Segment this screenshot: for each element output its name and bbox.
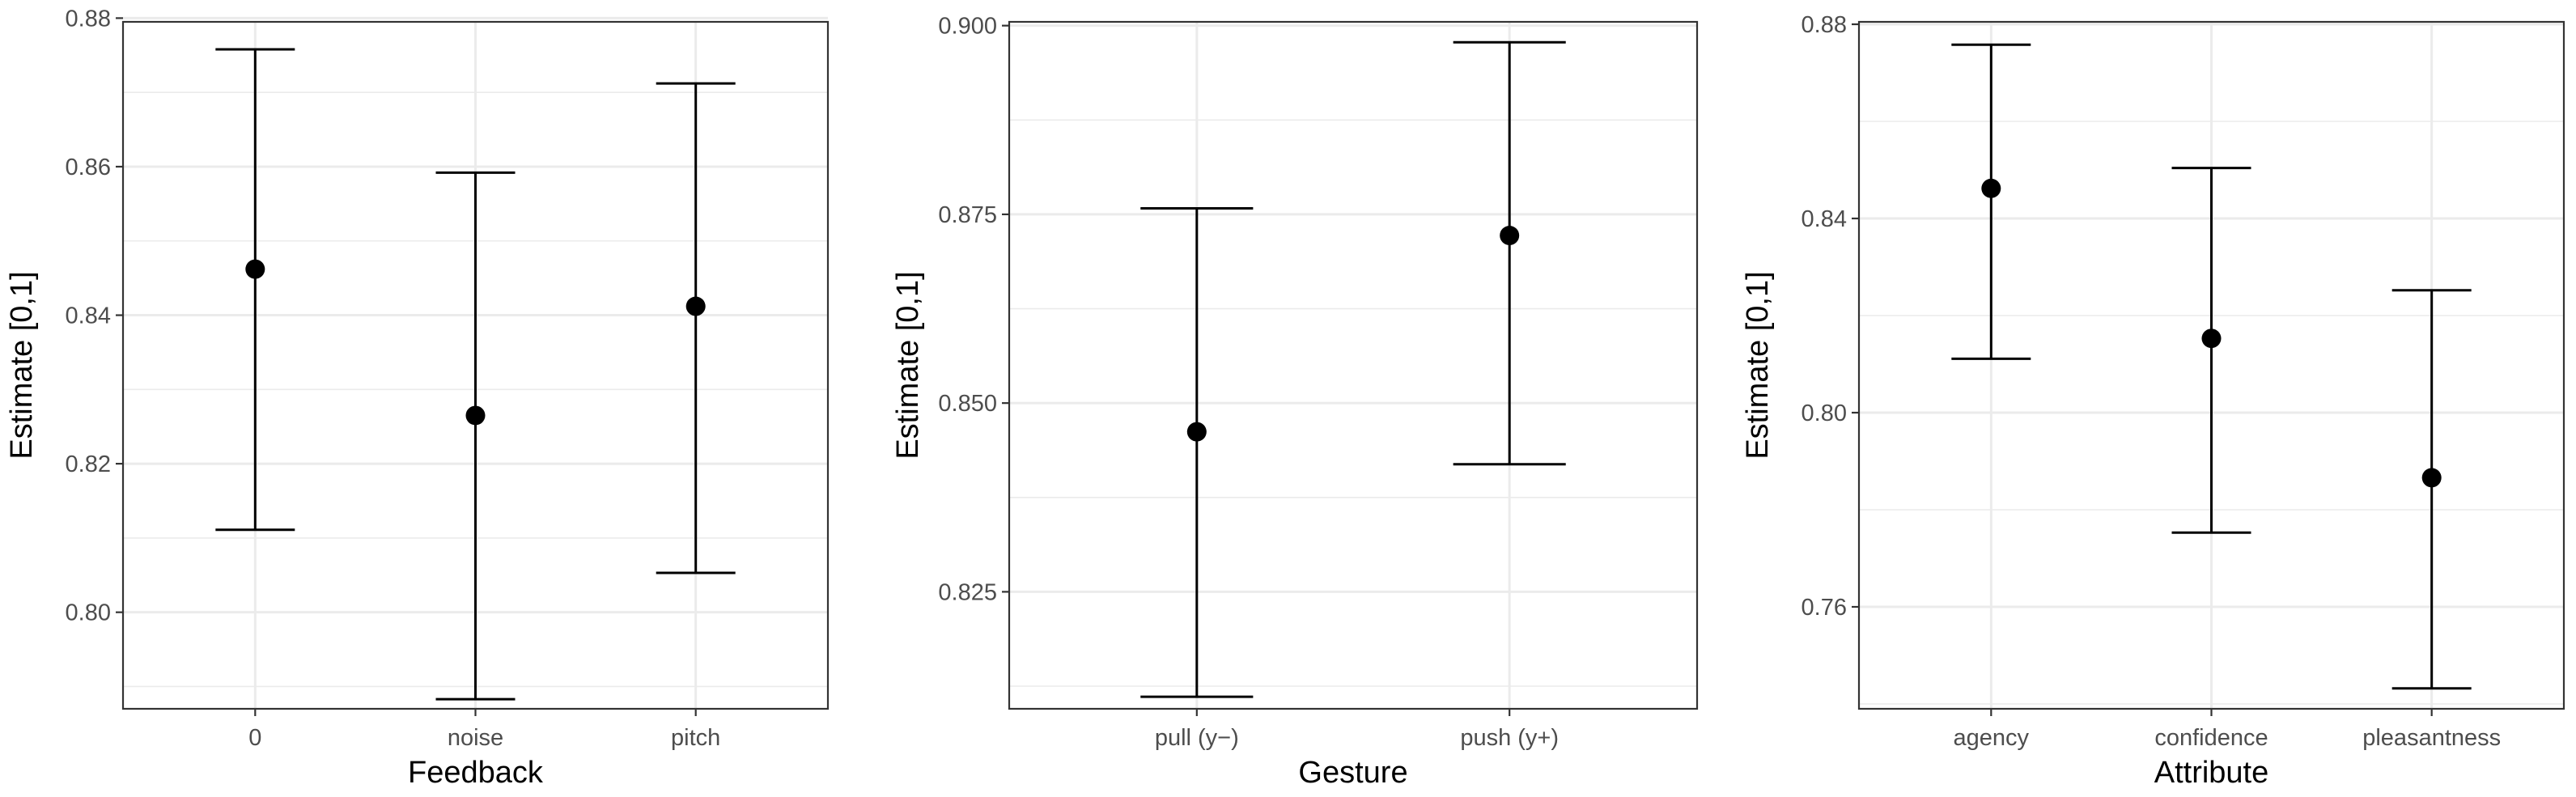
chart-panel-1: 0.80 0.82 0.84 0.86 0.88 0 noise pitch Feedback E… [5,6,830,790]
panel-border [1857,20,2565,710]
x-axis-title: Attribute [2154,756,2269,790]
y-tick-label: 0.850 [938,391,997,417]
y-axis-title: Estimate [0,1] [891,271,925,459]
chart-panel-2: 0.825 0.850 0.875 0.900 pull (y−) push (y+) Ge… [891,14,1699,790]
y-tick-label: 0.84 [1802,206,1847,232]
x-tick-label: confidence [2154,725,2268,751]
y-tick-label: 0.86 [66,155,111,180]
y-tick-label: 0.76 [1802,595,1847,621]
data-point [1186,422,1207,442]
y-tick-label: 0.88 [1802,12,1847,38]
x-axis-title: Gesture [1298,756,1407,790]
data-point [245,259,265,279]
y-tick-label: 0.82 [66,451,111,477]
y-tick-label: 0.84 [66,303,111,329]
y-tick-label: 0.825 [938,579,997,605]
y-axis-title: Estimate [0,1] [1741,271,1775,459]
x-tick-label: pleasantness [2362,725,2501,751]
y-tick-label: 0.900 [938,14,997,40]
x-tick-label: pull (y−) [1155,725,1239,751]
data-point [685,296,706,316]
x-tick-label: agency [1954,725,2030,751]
y-tick-label: 0.88 [66,6,111,32]
panel-border [1008,20,1699,710]
x-tick-label: noise [448,725,503,751]
data-point [1500,226,1520,246]
y-axis-title: Estimate [0,1] [5,271,39,459]
data-point [465,405,486,426]
y-tick-label: 0.875 [938,202,997,228]
data-point [1981,178,2001,198]
panel-border [121,20,830,710]
chart-panel-3: 0.76 0.80 0.84 0.88 agency confidence pleasant… [1741,12,2565,790]
x-tick-label: 0 [248,725,261,751]
data-point [2421,468,2442,488]
y-tick-label: 0.80 [66,600,111,626]
x-axis-title: Feedback [408,756,544,790]
x-tick-label: pitch [671,725,720,751]
y-tick-label: 0.80 [1802,401,1847,426]
x-tick-label: push (y+) [1460,725,1559,751]
data-point [2201,329,2222,349]
